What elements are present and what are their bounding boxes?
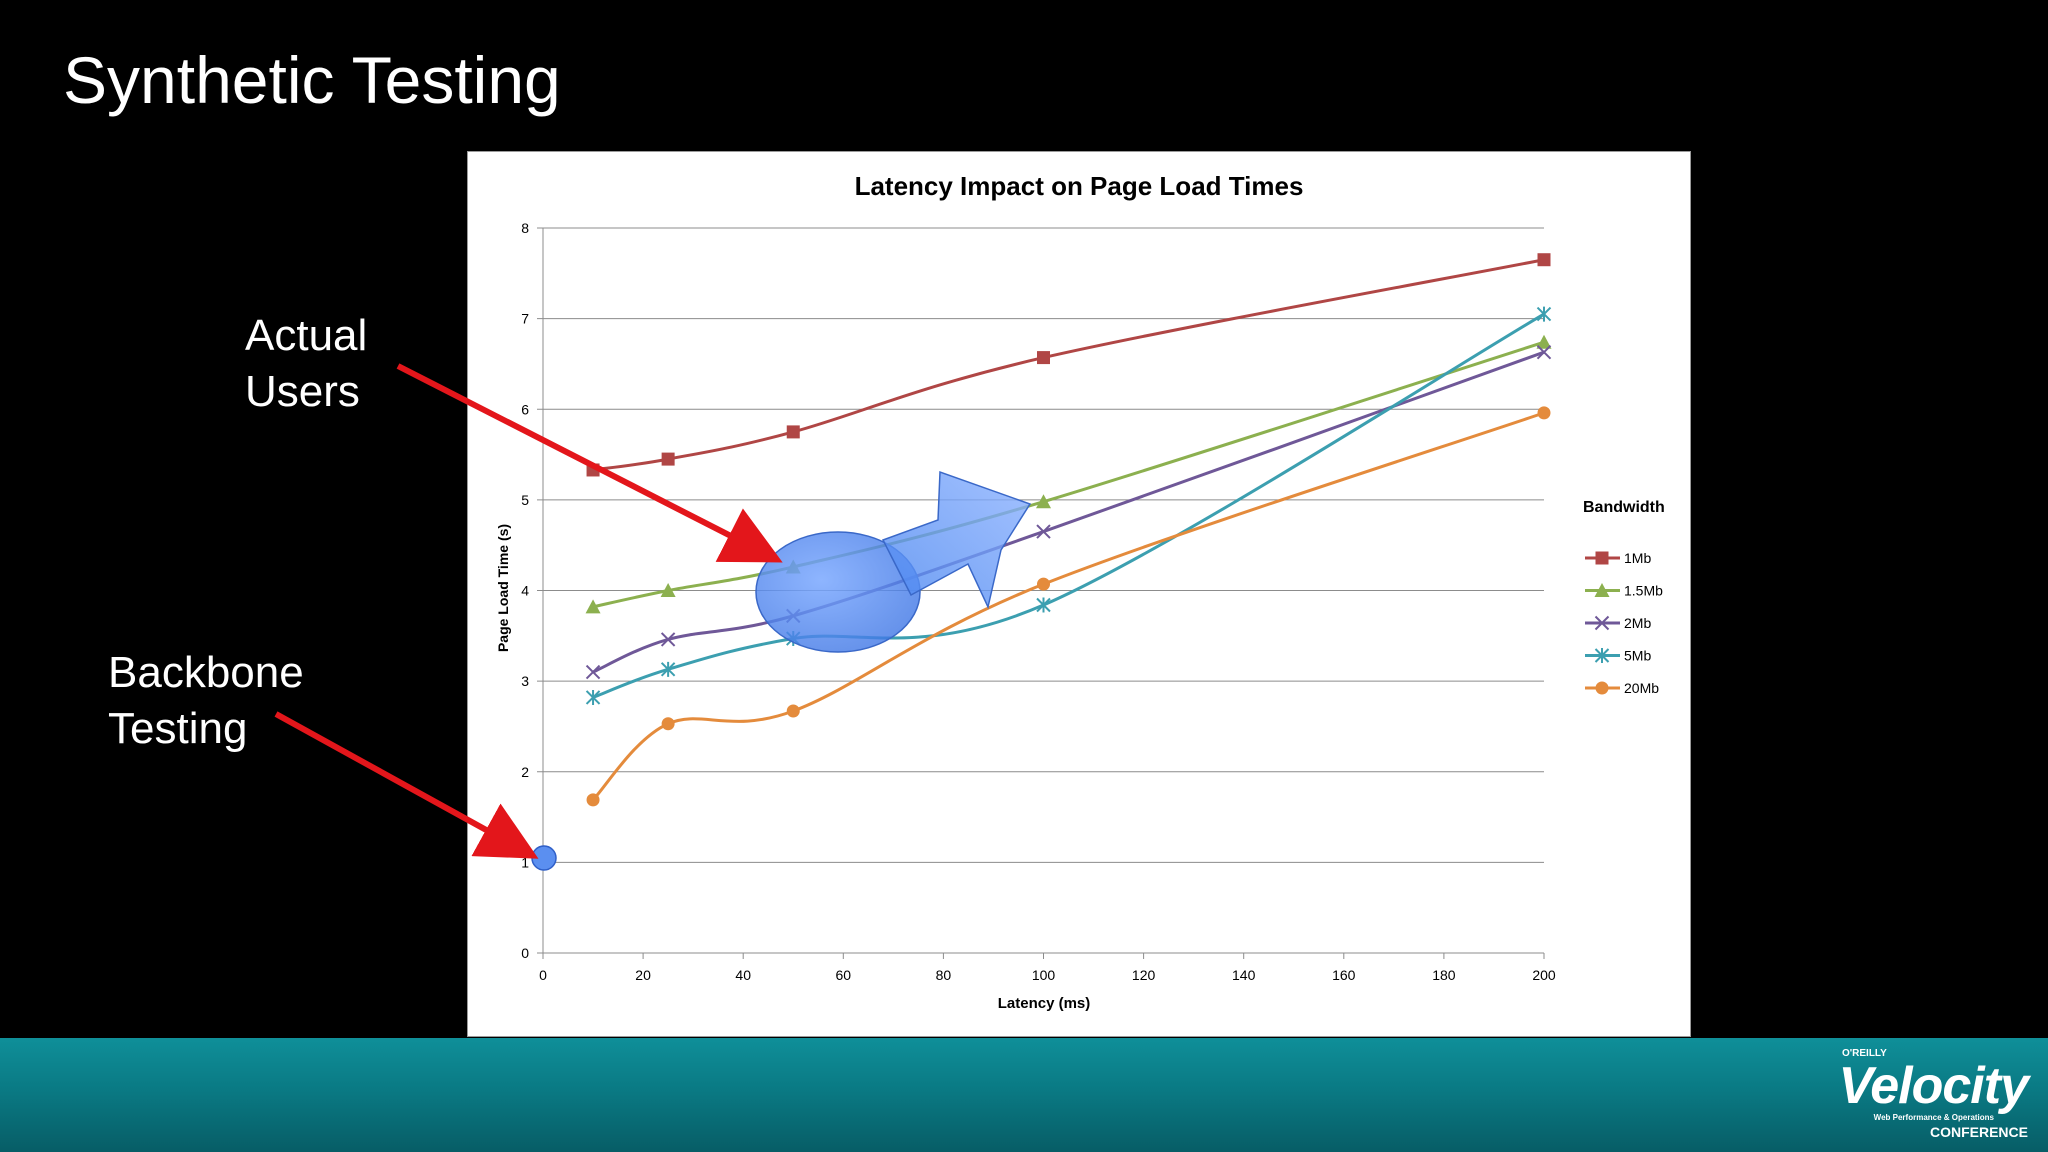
x-tick-label: 20 — [635, 967, 651, 983]
x-axis-label: Latency (ms) — [998, 995, 1091, 1012]
chart-title: Latency Impact on Page Load Times — [855, 171, 1304, 201]
data-point-20Mb-50 — [786, 704, 800, 718]
actual-users-line-1: Actual — [245, 311, 368, 360]
data-point-1Mb-50 — [786, 425, 800, 439]
legend-label: 20Mb — [1624, 680, 1659, 696]
series-line-1Mb — [592, 258, 1545, 472]
legend-label: 1Mb — [1624, 550, 1651, 566]
series-line-5Mb — [592, 312, 1545, 699]
data-point-1.5Mb-25 — [660, 583, 676, 597]
data-point-20Mb-200 — [1537, 406, 1551, 420]
backbone-testing-line-1: Backbone — [108, 648, 304, 697]
legend-marker — [1595, 681, 1609, 695]
legend-marker — [1594, 583, 1610, 597]
data-point-2Mb-25 — [660, 632, 676, 647]
x-tick-label: 0 — [539, 967, 547, 983]
legend-title: Bandwidth — [1583, 499, 1665, 516]
data-point-1.5Mb-200 — [1536, 334, 1552, 349]
data-point-1Mb-10 — [586, 463, 600, 477]
data-point-2Mb-10 — [585, 664, 601, 680]
y-tick-label: 8 — [521, 220, 529, 236]
legend-marker — [1595, 551, 1609, 565]
y-axis-label: Page Load Time (s) — [495, 524, 511, 652]
series-1.5Mb — [585, 334, 1552, 614]
y-tick-label: 2 — [521, 764, 529, 780]
series-group — [585, 253, 1552, 807]
series-line-20Mb — [591, 411, 1545, 801]
legend-item-5Mb: 5Mb — [1585, 648, 1651, 664]
x-tick-label: 80 — [936, 967, 952, 983]
x-tick-label: 40 — [735, 967, 751, 983]
data-point-1Mb-200 — [1537, 253, 1551, 267]
data-point-1Mb-100 — [1037, 351, 1050, 365]
legend-label: 1.5Mb — [1624, 583, 1663, 599]
data-point-1Mb-25 — [661, 452, 675, 466]
logo-publisher: O'REILLY — [1842, 1048, 1887, 1059]
series-1Mb — [586, 253, 1551, 477]
legend-item-1.5Mb: 1.5Mb — [1585, 583, 1663, 599]
backbone-testing-callout: Backbone Testing — [108, 645, 304, 757]
legend-label: 2Mb — [1624, 615, 1651, 631]
series-line-1.5Mb — [592, 340, 1545, 609]
legend-label: 5Mb — [1624, 648, 1651, 664]
x-tick-label: 200 — [1532, 967, 1556, 983]
data-point-5Mb-25 — [660, 661, 676, 677]
logo-tagline: Web Performance & Operations — [1873, 1113, 1994, 1122]
actual-users-line-2: Users — [245, 367, 360, 416]
data-point-5Mb-100 — [1036, 597, 1051, 613]
y-tick-label: 7 — [521, 311, 529, 327]
logo-conference: CONFERENCE — [1929, 1124, 2028, 1140]
y-tick-label: 3 — [521, 673, 529, 689]
x-tick-label: 120 — [1132, 967, 1156, 983]
series-20Mb — [586, 406, 1551, 807]
y-tick-label: 0 — [521, 945, 529, 961]
y-tick-label: 4 — [521, 583, 529, 599]
x-tick-label: 60 — [836, 967, 852, 983]
data-point-1.5Mb-10 — [585, 599, 601, 614]
data-point-1.5Mb-100 — [1036, 494, 1051, 509]
velocity-logo: O'REILLY Velocity Web Performance & Oper… — [1838, 1048, 2030, 1143]
y-tick-label: 6 — [521, 401, 529, 417]
series-5Mb — [585, 306, 1552, 705]
legend-item-2Mb: 2Mb — [1585, 615, 1651, 631]
x-tick-label: 100 — [1032, 967, 1056, 983]
x-tick-label: 160 — [1332, 967, 1356, 983]
legend-item-1Mb: 1Mb — [1585, 550, 1651, 566]
data-point-5Mb-10 — [585, 689, 601, 705]
backbone-testing-line-2: Testing — [108, 704, 248, 753]
x-tick-label: 180 — [1432, 967, 1456, 983]
legend-item-20Mb: 20Mb — [1585, 680, 1659, 696]
y-tick-label: 5 — [521, 492, 529, 508]
x-tick-label: 140 — [1232, 967, 1256, 983]
data-point-20Mb-100 — [1037, 577, 1050, 591]
logo-wordmark: Velocity — [1838, 1057, 2030, 1115]
legend: 1Mb 1.5Mb 2Mb 5Mb 20Mb — [1585, 550, 1663, 696]
chart-frame: 0 1 2 3 4 5 6 7 8 0 20 40 60 80 100 120 140 160 180 200 1Mb… — [467, 151, 1691, 1037]
y-tick-label: 1 — [521, 854, 529, 870]
data-point-20Mb-25 — [661, 717, 675, 731]
footer-bar: O'REILLY Velocity Web Performance & Oper… — [0, 1038, 2048, 1152]
data-point-2Mb-200 — [1536, 344, 1552, 360]
data-point-2Mb-100 — [1036, 524, 1051, 539]
data-point-5Mb-200 — [1536, 306, 1552, 322]
legend-marker — [1594, 615, 1610, 631]
data-point-20Mb-10 — [586, 793, 600, 807]
actual-users-callout: Actual Users — [245, 308, 367, 420]
legend-marker — [1594, 648, 1610, 663]
slide-title: Synthetic Testing — [63, 43, 561, 117]
series-2Mb — [585, 344, 1552, 680]
